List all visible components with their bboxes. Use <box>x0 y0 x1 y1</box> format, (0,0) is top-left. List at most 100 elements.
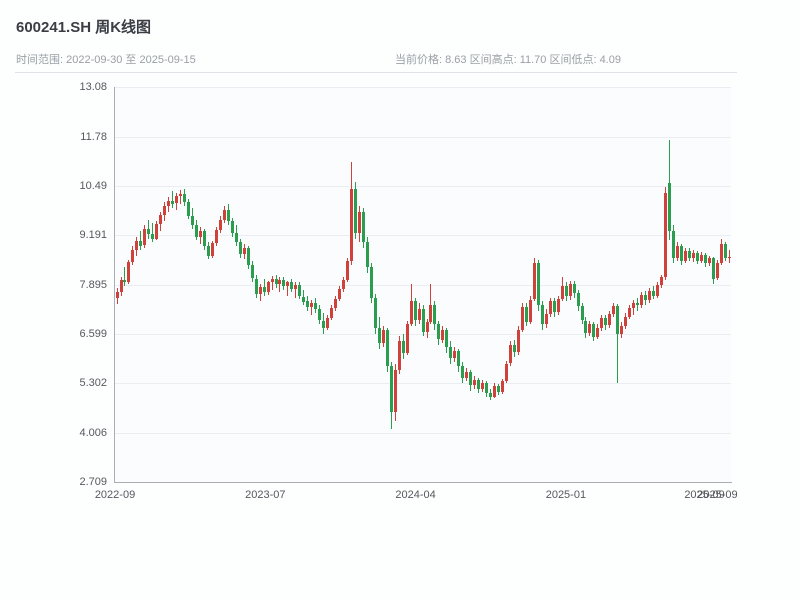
candle-wick <box>263 278 265 296</box>
candle-body <box>707 258 711 264</box>
gridline <box>115 185 731 187</box>
candle-body <box>608 314 612 326</box>
y-tick-label: 6.599 <box>79 327 107 340</box>
candle-body <box>373 297 377 329</box>
x-tick-label: 2025-01 <box>545 489 587 501</box>
candle-body <box>278 279 282 285</box>
candle-body <box>202 231 206 247</box>
candle-body <box>151 234 155 239</box>
candle-body <box>266 282 270 292</box>
candlestick-plot-area <box>115 87 731 483</box>
candle-body <box>238 242 242 254</box>
candle-body <box>254 278 258 294</box>
candle-body <box>310 302 314 308</box>
candle-body <box>135 240 139 250</box>
candle-body <box>695 253 699 261</box>
candle-body <box>119 279 123 292</box>
candle-body <box>719 244 723 264</box>
candle-body <box>361 211 365 243</box>
candle-body <box>604 317 608 326</box>
candle-body <box>127 262 131 283</box>
candle-body <box>397 341 401 370</box>
y-tick-label: 5.302 <box>79 377 107 390</box>
gridline <box>115 284 731 286</box>
candle-body <box>640 295 644 306</box>
candle-body <box>620 326 624 334</box>
candle-body <box>314 302 318 310</box>
candle-body <box>346 261 349 280</box>
candle-body <box>167 200 171 207</box>
candle-body <box>556 298 560 312</box>
candle-body <box>381 330 385 344</box>
candle-body <box>596 328 600 337</box>
candle-body <box>612 306 616 314</box>
candle-body <box>679 246 683 261</box>
x-tick-label: 2023-07 <box>245 489 286 501</box>
candle-body <box>282 279 286 287</box>
candle-body <box>270 278 274 283</box>
price-stats-label: 当前价格: 8.63 区间高点: 11.70 区间低点: 4.09 <box>395 54 621 66</box>
candle-body <box>528 299 532 322</box>
candle-body <box>123 279 127 283</box>
gridline <box>115 383 731 385</box>
candle-body <box>179 193 183 196</box>
y-axis: 13.08 11.78 10.49 9.191 7.895 6.599 5.302 4.006… <box>0 81 107 488</box>
candle-body <box>505 363 508 382</box>
candle-body <box>433 305 437 325</box>
candle-body <box>230 221 234 233</box>
x-tick-label: 2024-04 <box>395 489 436 501</box>
candle-body <box>429 305 433 323</box>
candle-body <box>437 324 441 340</box>
candle-body <box>548 301 552 314</box>
candle-body <box>477 379 481 389</box>
candle-body <box>290 282 294 289</box>
candle-body <box>580 306 584 321</box>
candle-body <box>401 341 405 353</box>
candle-body <box>449 347 453 359</box>
candle-body <box>473 379 477 386</box>
candle-body <box>660 277 663 285</box>
candle-body <box>365 242 369 268</box>
candle-body <box>425 322 429 332</box>
header-divider <box>15 72 737 73</box>
candle-body <box>552 301 556 312</box>
candle-body <box>393 370 397 412</box>
candle-body <box>143 229 147 246</box>
candle-wick <box>180 189 182 205</box>
candle-body <box>389 366 393 412</box>
candle-body <box>155 224 159 239</box>
candle-body <box>322 320 326 329</box>
candle-body <box>385 330 389 367</box>
candle-body <box>461 366 465 378</box>
candle-body <box>481 382 485 390</box>
candle-body <box>409 301 413 325</box>
candle-body <box>298 285 302 297</box>
x-axis-spine <box>114 482 732 483</box>
candle-body <box>445 330 449 348</box>
x-axis: 2022-09 2023-07 2024-04 2025-01 2025-09 2025-… <box>95 489 738 505</box>
y-tick-label: 7.895 <box>79 278 107 291</box>
candle-wick <box>172 191 174 209</box>
candle-body <box>584 320 588 334</box>
candle-body <box>512 345 516 353</box>
date-range-label: 时间范围: 2022-09-30 至 2025-09-15 <box>16 54 196 66</box>
candle-body <box>644 295 648 301</box>
candle-body <box>568 283 572 297</box>
candle-body <box>214 230 218 244</box>
candle-wick <box>617 304 619 384</box>
candle-body <box>353 189 357 233</box>
candle-body <box>628 307 632 317</box>
candle-body <box>516 330 520 353</box>
candle-body <box>187 202 190 216</box>
candle-body <box>699 254 703 261</box>
candle-wick <box>124 267 126 287</box>
candle-body <box>632 302 636 308</box>
candle-body <box>465 371 469 378</box>
candle-body <box>258 287 262 294</box>
candle-body <box>508 345 512 364</box>
candle-body <box>342 279 345 289</box>
candle-wick <box>430 284 432 325</box>
candle-body <box>560 286 564 299</box>
candle-body <box>663 192 667 278</box>
gridline <box>115 87 731 88</box>
